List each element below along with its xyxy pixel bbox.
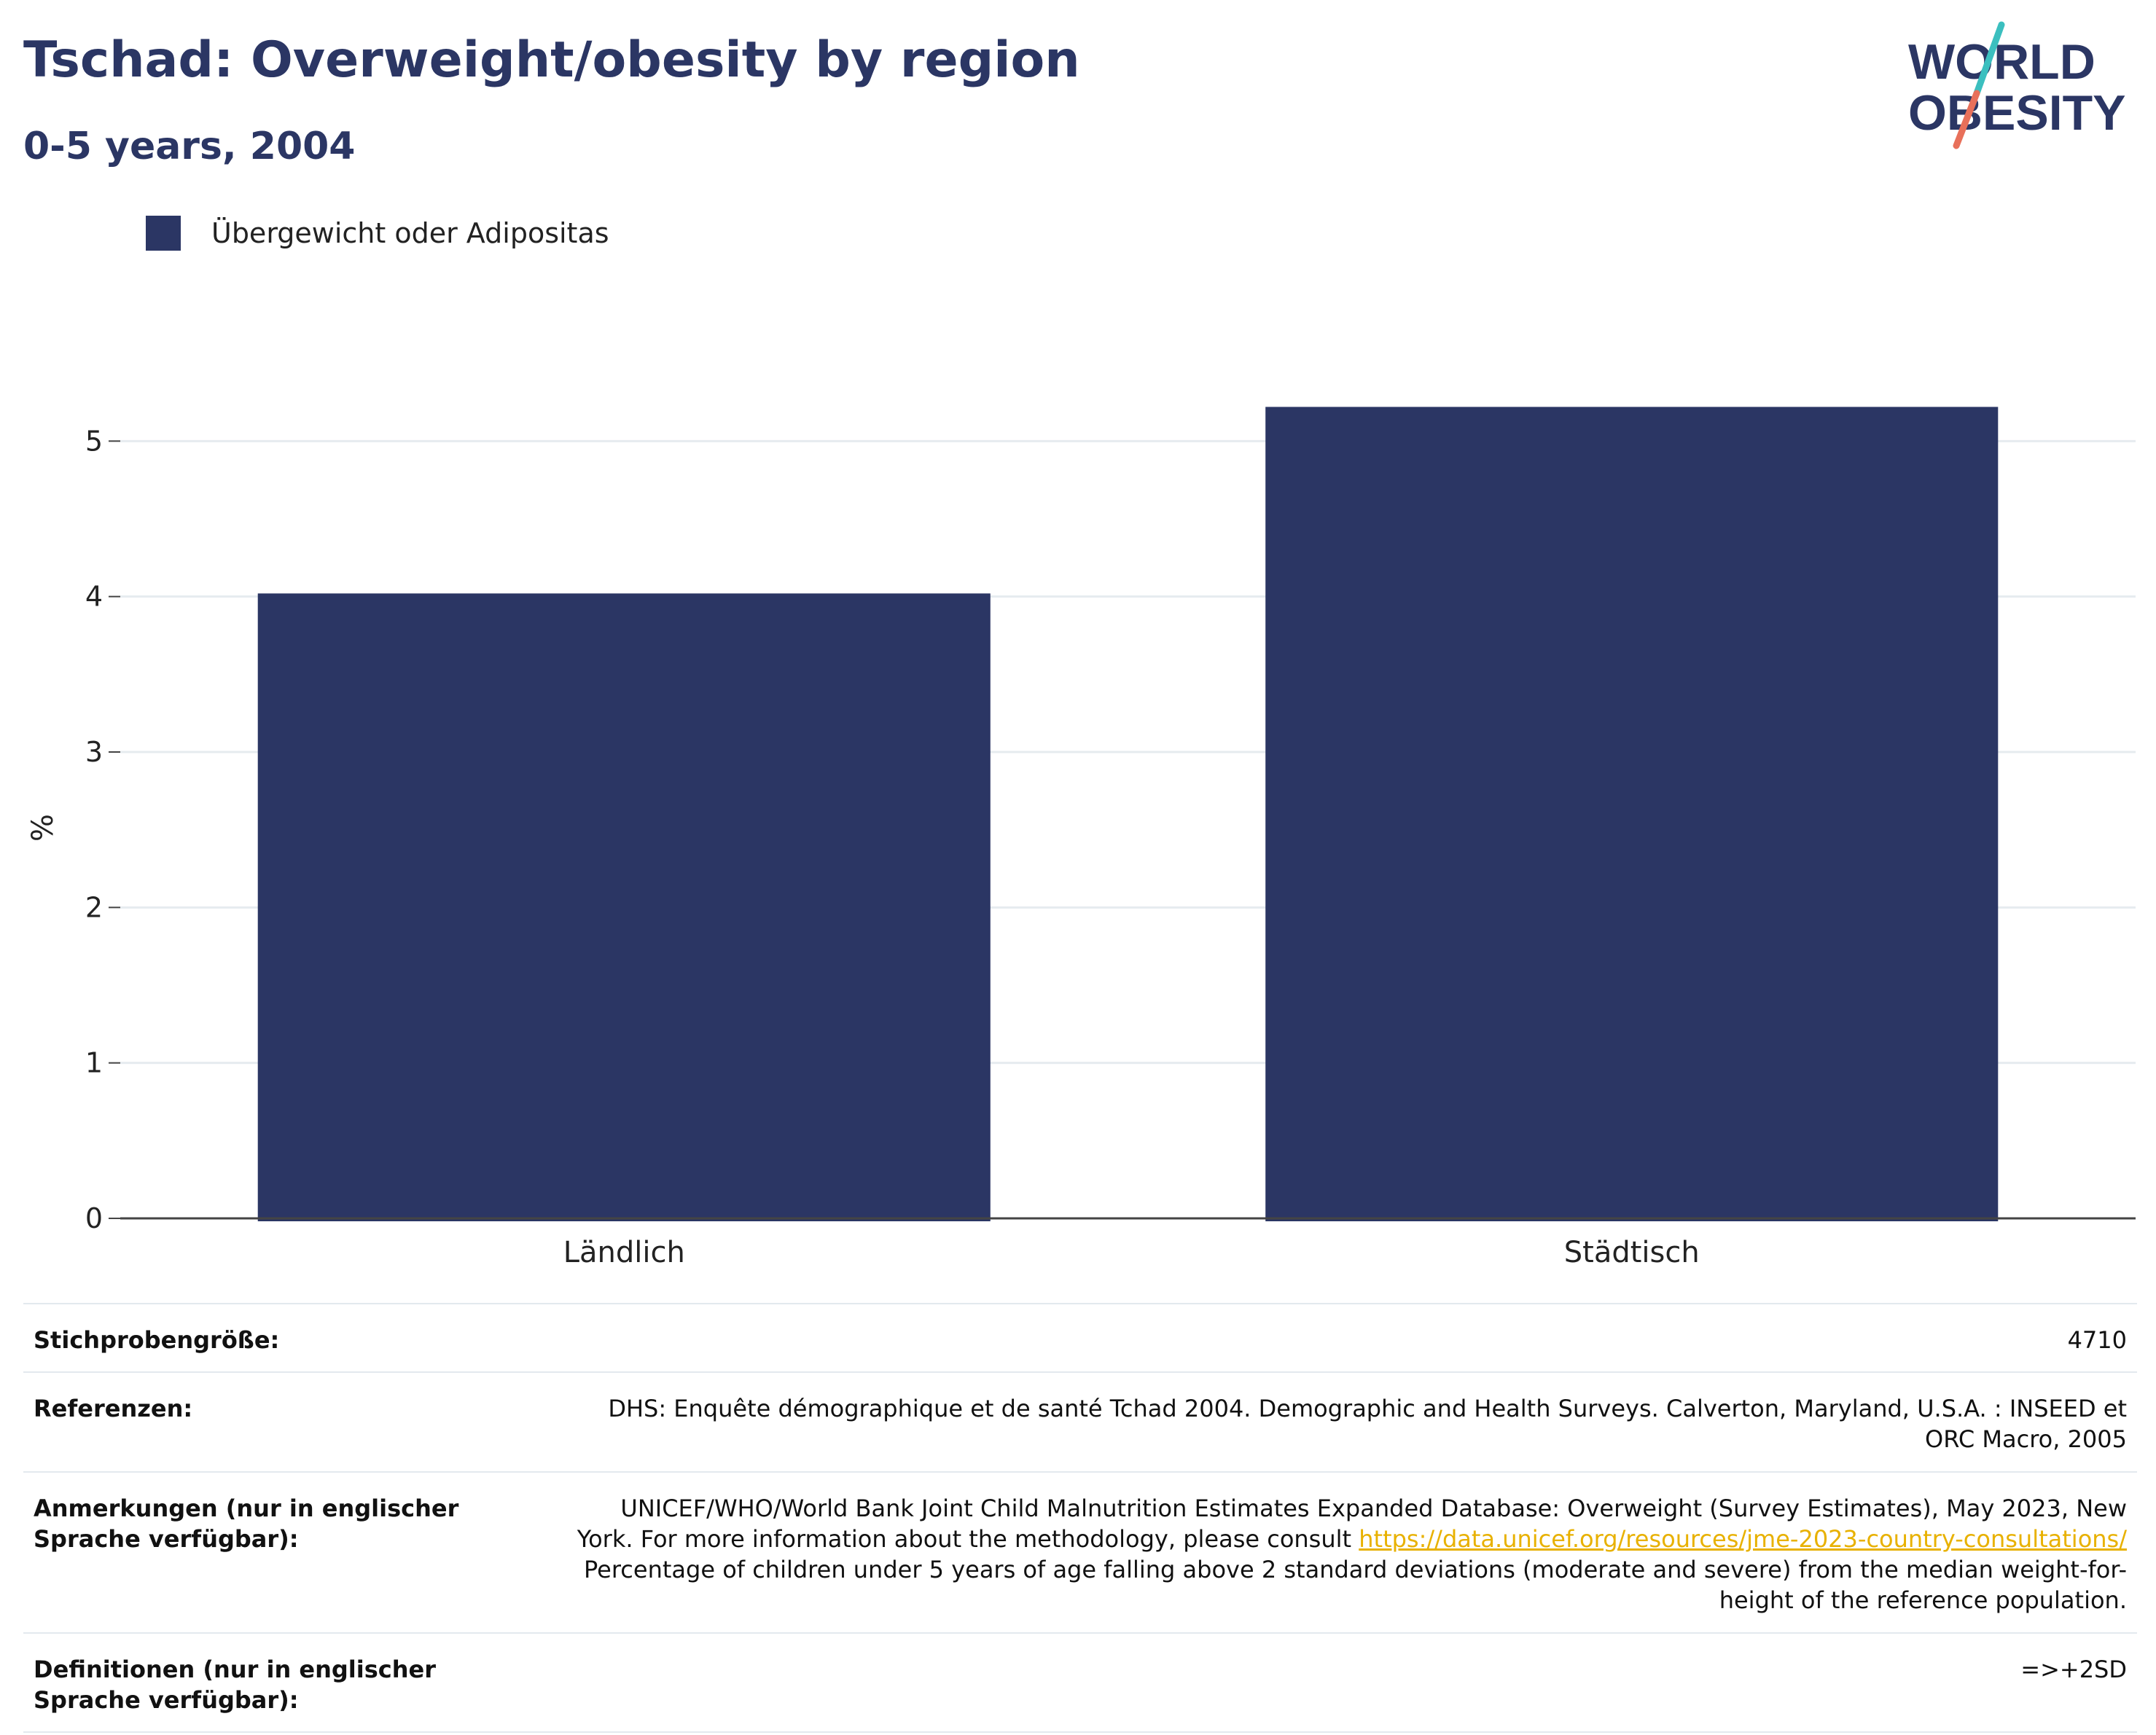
chart-legend[interactable]: Übergewicht oder Adipositas bbox=[146, 216, 609, 251]
notes-text-after: Percentage of children under 5 years of … bbox=[584, 1556, 2127, 1615]
meta-key-sample-size: Stichprobengröße: bbox=[34, 1326, 280, 1354]
legend-label: Übergewicht oder Adipositas bbox=[211, 217, 609, 249]
legend-swatch bbox=[146, 216, 181, 251]
y-tick-label: 2 bbox=[85, 891, 103, 923]
y-tick-label: 1 bbox=[85, 1047, 103, 1079]
x-tick-label: Ländlich bbox=[563, 1236, 685, 1269]
y-tick-label: 4 bbox=[85, 581, 103, 613]
meta-value-notes: UNICEF/WHO/World Bank Joint Child Malnut… bbox=[554, 1472, 2137, 1633]
logo-text-world: WORLD bbox=[1908, 34, 2096, 90]
metadata-table: Stichprobengröße: 4710 Referenzen: DHS: … bbox=[23, 1303, 2137, 1733]
y-axis-label: % bbox=[26, 814, 60, 842]
bar bbox=[1265, 407, 1999, 1221]
logo-slash-bottom bbox=[1953, 90, 1980, 149]
world-obesity-logo: WORLD OBESITY bbox=[1908, 21, 2126, 149]
y-tick-label: 3 bbox=[85, 736, 103, 768]
meta-row-definitions: Definitionen (nur in englischer Sprache … bbox=[23, 1632, 2137, 1733]
meta-key-definitions: Definitionen (nur in englischer Sprache … bbox=[34, 1655, 436, 1714]
bar bbox=[257, 593, 991, 1221]
notes-link[interactable]: https://data.unicef.org/resources/jme-20… bbox=[1359, 1524, 2127, 1553]
chart-subtitle: 0-5 years, 2004 bbox=[23, 125, 356, 168]
logo-slash-top bbox=[1973, 21, 2005, 97]
meta-row-notes: Anmerkungen (nur in englischer Sprache v… bbox=[23, 1471, 2137, 1633]
meta-key-references: Referenzen: bbox=[34, 1395, 193, 1423]
x-tick-label: Städtisch bbox=[1564, 1236, 1700, 1269]
y-tick-label: 5 bbox=[85, 425, 103, 457]
meta-value-sample-size: 4710 bbox=[2067, 1326, 2127, 1354]
logo-text-obesity: OBESITY bbox=[1908, 85, 2126, 141]
meta-value-definitions: =>+2SD bbox=[2020, 1655, 2127, 1683]
meta-key-notes: Anmerkungen (nur in englischer Sprache v… bbox=[34, 1494, 459, 1553]
notes-text-before: UNICEF/WHO/World Bank Joint Child Malnut… bbox=[577, 1494, 2127, 1553]
chart-title: Tschad: Overweight/obesity by region bbox=[23, 31, 1080, 89]
bar-chart: 0 1 2 3 4 5% Ländlich Städtisch bbox=[26, 407, 2136, 1269]
meta-row-sample-size: Stichprobengröße: 4710 bbox=[23, 1304, 2137, 1372]
y-tick-label: 0 bbox=[85, 1202, 103, 1234]
meta-row-references: Referenzen: DHS: Enquête démographique e… bbox=[23, 1372, 2137, 1471]
meta-value-references: DHS: Enquête démographique et de santé T… bbox=[608, 1395, 2127, 1454]
